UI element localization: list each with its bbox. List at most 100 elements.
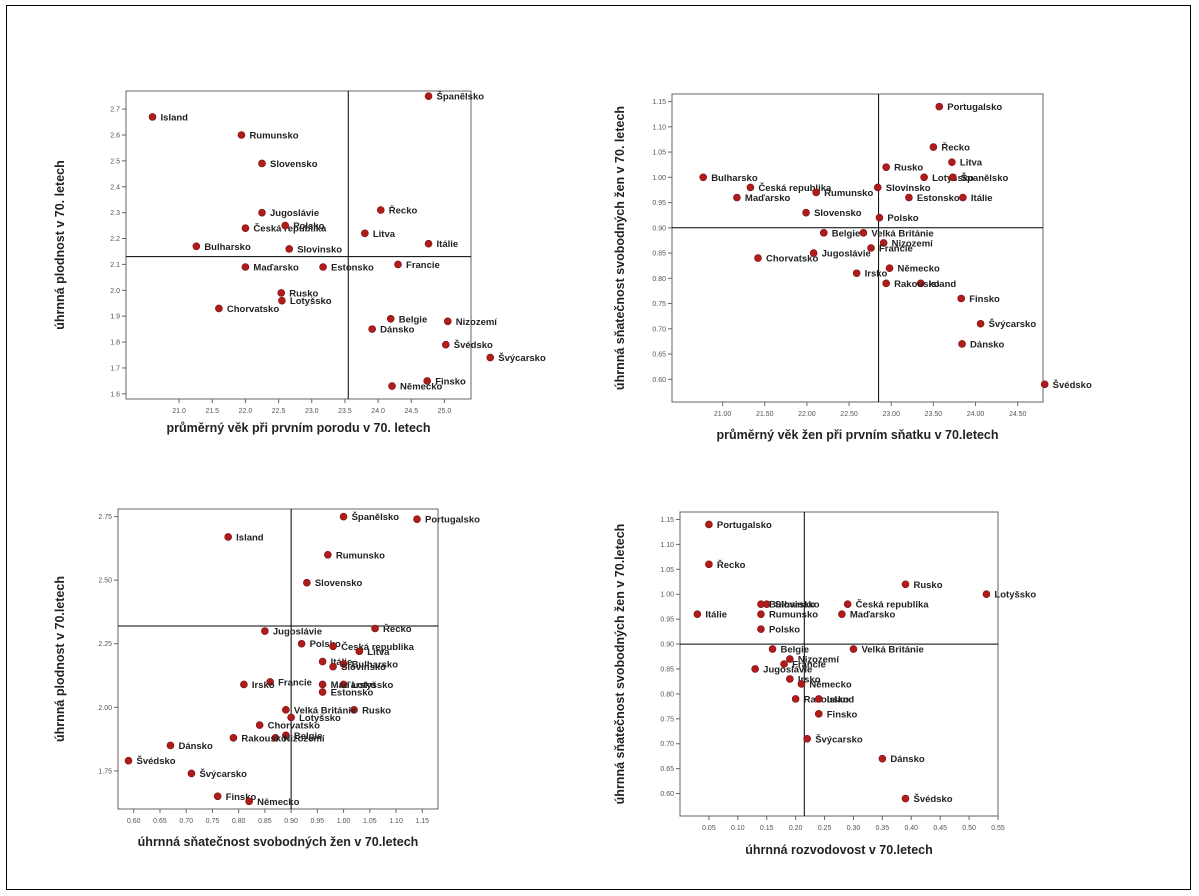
- y-tick-label: 2.6: [110, 133, 120, 140]
- data-point: [916, 279, 925, 288]
- data-point: [959, 193, 967, 202]
- data-point: [303, 578, 311, 587]
- x-tick-label: 0.85: [258, 818, 272, 825]
- point-label: Lotyšsko: [299, 713, 341, 724]
- data-point: [271, 734, 280, 742]
- point-label: Řecko: [717, 559, 746, 571]
- point-label: Slovinsko: [886, 183, 931, 194]
- y-tick-label: 0.75: [660, 716, 674, 723]
- point-label: Bulharsko: [711, 173, 758, 184]
- point-label: Lotyšsko: [352, 680, 394, 691]
- data-point: [754, 254, 762, 262]
- data-point: [733, 193, 741, 202]
- data-point: [751, 665, 759, 673]
- x-tick-label: 0.30: [847, 825, 861, 832]
- scatter-chart-1: 21.0 21.5 22.0 22.5 23.0 23.5 24.0 24.5 25.0 1.6 1…: [53, 90, 546, 435]
- y-tick-label: 1.7: [110, 365, 120, 372]
- x-tick-label: 0.70: [179, 818, 193, 825]
- point-label: Rusko: [289, 288, 318, 299]
- data-point: [948, 173, 957, 182]
- data-point: [297, 639, 306, 648]
- x-tick-label: 0.55: [991, 825, 1005, 832]
- point-label: Francie: [278, 677, 312, 688]
- y-tick-label: 2.7: [110, 107, 120, 114]
- x-tick-label: 0.10: [731, 825, 745, 832]
- data-point: [258, 208, 266, 217]
- data-point: [443, 317, 452, 326]
- data-point: [350, 706, 358, 714]
- data-point: [187, 769, 196, 778]
- data-point: [261, 627, 269, 635]
- point-label: Rakousko: [241, 733, 287, 744]
- data-point: [229, 734, 238, 742]
- point-label: Rumunsko: [769, 610, 818, 621]
- data-point: [875, 213, 884, 222]
- data-point: [905, 193, 913, 202]
- y-tick-label: 2.0: [110, 288, 120, 295]
- y-tick-label: 0.85: [652, 251, 666, 258]
- data-point: [809, 249, 818, 257]
- data-point: [882, 163, 890, 172]
- data-point: [282, 731, 290, 740]
- point-label: Švýcarsko: [498, 352, 546, 364]
- x-tick-label: 0.95: [311, 818, 325, 825]
- data-point: [166, 741, 175, 750]
- point-label: Velká Británie: [871, 228, 933, 239]
- x-tick-label: 0.15: [760, 825, 774, 832]
- point-label: Maďarsko: [850, 610, 896, 621]
- point-label: Německo: [257, 797, 299, 808]
- data-point: [371, 624, 379, 633]
- data-point: [266, 678, 274, 686]
- point-label: Jugoslávie: [763, 664, 812, 675]
- x-tick-label: 21.5: [205, 408, 219, 415]
- point-label: Německo: [809, 679, 851, 690]
- data-point: [339, 680, 348, 689]
- data-point: [699, 173, 707, 182]
- x-tick-label: 0.35: [876, 825, 890, 832]
- point-label: Estonsko: [331, 688, 374, 699]
- data-point: [757, 610, 765, 618]
- point-label: Rakousko: [894, 279, 940, 290]
- point-label: Maďarsko: [253, 263, 299, 274]
- data-point: [920, 173, 928, 182]
- y-tick-label: 0.90: [660, 642, 674, 649]
- point-label: Jugoslávie: [822, 249, 871, 260]
- data-point: [413, 515, 421, 523]
- y-tick-label: 0.75: [652, 301, 666, 308]
- point-label: Island: [161, 112, 189, 123]
- data-point: [368, 325, 376, 333]
- point-label: Švédsko: [1053, 379, 1092, 391]
- data-point: [791, 695, 800, 703]
- data-point: [976, 319, 985, 328]
- y-tick-label: 2.00: [98, 705, 112, 712]
- data-point: [746, 183, 755, 192]
- point-label: Itálie: [705, 610, 727, 621]
- y-axis-label: úhrnná sňatečnost svobodných žen v 70.le…: [613, 524, 627, 805]
- data-point: [982, 590, 991, 599]
- point-label: Bulharsko: [352, 660, 399, 671]
- data-point: [148, 113, 157, 121]
- x-tick-label: 22.0: [239, 408, 253, 415]
- data-point: [757, 625, 765, 633]
- y-tick-label: 1.05: [660, 567, 674, 574]
- point-label: Irsko: [798, 674, 821, 685]
- point-label: Island: [929, 279, 957, 290]
- data-point: [901, 794, 910, 803]
- x-tick-label: 23.50: [925, 411, 943, 418]
- y-tick-label: 2.3: [110, 210, 120, 217]
- point-label: Dánsko: [890, 754, 925, 765]
- x-axis-label: úhrnná rozvodovost v 70.letech: [745, 843, 933, 857]
- x-tick-label: 22.00: [798, 411, 816, 418]
- point-label: Litva: [367, 647, 390, 658]
- point-label: Lotyšsko: [994, 590, 1036, 601]
- data-point: [693, 610, 702, 618]
- data-point: [873, 183, 882, 192]
- point-label: Itálie: [437, 239, 459, 250]
- point-label: Chorvatsko: [227, 304, 279, 315]
- data-point: [215, 304, 223, 313]
- x-tick-label: 22.50: [840, 411, 858, 418]
- point-label: Maďarsko: [331, 680, 377, 691]
- data-point: [486, 353, 495, 362]
- point-label: Řecko: [941, 142, 970, 154]
